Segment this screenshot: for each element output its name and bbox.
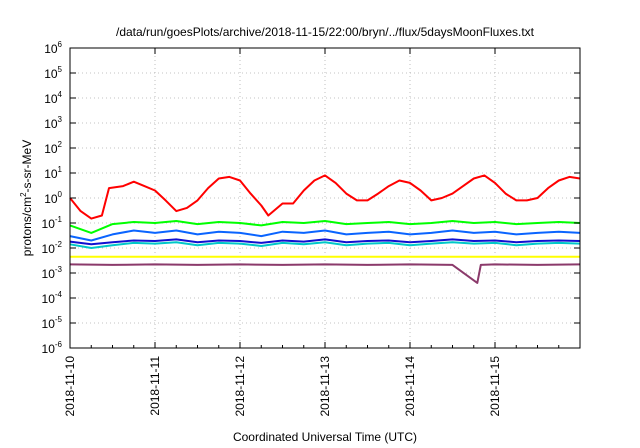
series-line-2 — [69, 220, 581, 234]
y-tick-label: 106 — [44, 40, 62, 56]
x-axis-label: Coordinated Universal Time (UTC) — [233, 430, 417, 444]
x-tick-label: 2018-11-12 — [233, 356, 247, 417]
y-tick-label: 104 — [44, 90, 62, 106]
x-tick-label: 2018-11-14 — [403, 356, 417, 417]
series-line-3 — [69, 229, 581, 242]
x-tick-label: 2018-11-15 — [488, 356, 502, 417]
x-tick-label: 2018-11-11 — [148, 356, 162, 416]
y-axis-label: protons/cm2-s-sr-MeV — [19, 140, 34, 256]
y-tick-label: 10-5 — [42, 315, 63, 331]
y-tick-label: 100 — [44, 190, 62, 206]
series-line-7 — [69, 263, 581, 284]
y-axis-label-rest: -s-sr-MeV — [20, 140, 34, 193]
y-tick-label: 10-1 — [42, 215, 63, 231]
y-tick-label: 10-3 — [42, 265, 63, 281]
chart-title: /data/run/goesPlots/archive/2018-11-15/2… — [116, 25, 535, 39]
y-tick-label: 101 — [44, 165, 62, 181]
series-line-1 — [69, 174, 581, 220]
y-tick-label: 105 — [44, 65, 62, 81]
y-tick-label: 10-2 — [42, 240, 63, 256]
y-tick-label: 10-6 — [42, 340, 63, 356]
series-layer — [69, 174, 581, 284]
y-axis-label-sup: 2 — [19, 192, 28, 197]
grid — [70, 48, 580, 348]
axes: 10-6 10-5 10-4 10-3 10-2 10-1 100 101 102 103 104 1… — [42, 40, 581, 417]
x-tick-label: 2018-11-10 — [63, 356, 77, 417]
y-tick-label: 103 — [44, 115, 62, 131]
series-line-4 — [69, 241, 581, 249]
x-tick-label: 2018-11-13 — [318, 356, 332, 417]
series-line-5 — [69, 238, 581, 246]
y-axis-label-base: protons/cm — [20, 197, 34, 256]
y-tick-label: 102 — [44, 140, 62, 156]
y-tick-label: 10-4 — [42, 290, 63, 306]
